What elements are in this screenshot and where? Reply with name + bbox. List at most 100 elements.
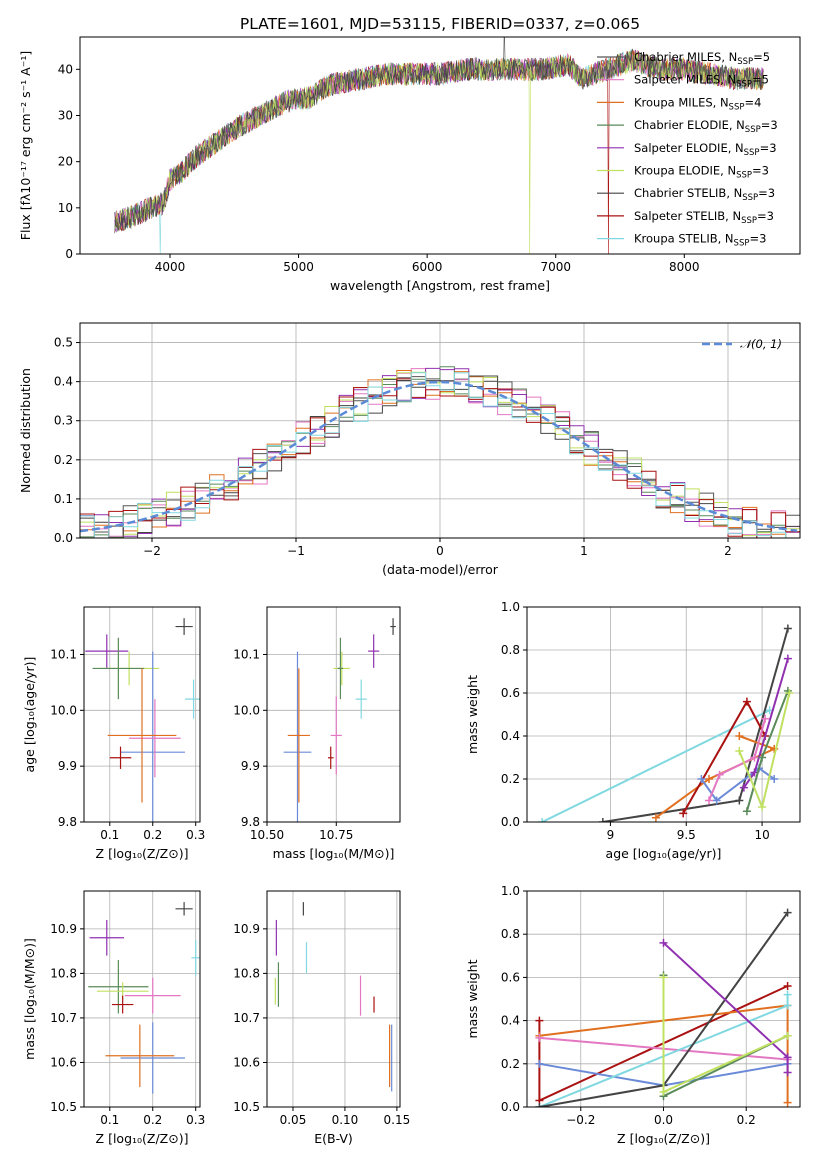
data-point xyxy=(390,618,396,635)
y-tick-label: 10.9 xyxy=(50,922,77,936)
y-tick-label: 10 xyxy=(58,201,73,215)
legend-entry: Kroupa MILES, NSSP=4 xyxy=(634,95,761,112)
y-tick-label: 0.0 xyxy=(501,1100,520,1114)
axes-frame xyxy=(83,890,201,1108)
legend-entry: Chabrier ELODIE, NSSP=3 xyxy=(634,118,778,135)
series-marker xyxy=(785,689,794,697)
series-marker xyxy=(783,982,792,991)
series-marker xyxy=(697,775,706,783)
x-tick-label: 0.2 xyxy=(143,1113,162,1127)
x-tick-label: 0.3 xyxy=(186,1113,205,1127)
data-point xyxy=(327,746,334,769)
series-marker xyxy=(783,624,792,633)
data-point xyxy=(105,1024,175,1087)
y-tick-label: 1.0 xyxy=(501,884,520,898)
plot-area xyxy=(85,618,200,822)
x-tick-label: 1 xyxy=(580,544,588,558)
x-tick-label: −2 xyxy=(143,544,161,558)
y-tick-label: 20 xyxy=(58,155,73,169)
series-marker xyxy=(679,809,688,818)
mass-weight-series xyxy=(708,718,767,801)
data-point xyxy=(175,618,193,635)
data-point xyxy=(175,902,193,916)
data-point xyxy=(88,960,149,1014)
y-axis-label: Flux [fλ10⁻¹⁷ erg cm⁻² s⁻¹ A⁻¹] xyxy=(18,51,33,240)
series-marker xyxy=(535,1033,544,1042)
mass-weight-series xyxy=(700,767,775,802)
data-point xyxy=(283,651,312,822)
y-tick-label: 9.8 xyxy=(58,815,77,829)
gaussian-curve xyxy=(80,380,798,533)
y-tick-label: 0.4 xyxy=(54,375,73,389)
series-marker xyxy=(739,783,748,792)
x-tick-label: 0.05 xyxy=(280,1113,307,1127)
x-tick-label: 0.1 xyxy=(100,828,119,842)
x-tick-label: 10.50 xyxy=(250,828,284,842)
x-axis-label: age [log₁₀(age/yr)] xyxy=(606,846,722,861)
legend-entry: Chabrier MILES, NSSP=5 xyxy=(634,50,770,67)
y-axis-label: age [log₁₀(age/yr)] xyxy=(22,657,37,773)
figure-title: PLATE=1601, MJD=53115, FIBERID=0337, z=0… xyxy=(240,15,640,33)
x-tick-label: 10.75 xyxy=(319,828,353,842)
x-tick-label: 0.0 xyxy=(654,1113,673,1127)
plot-area xyxy=(538,624,794,822)
x-tick-label: 2 xyxy=(724,544,732,558)
series-marker xyxy=(758,753,767,762)
plot-area xyxy=(274,902,393,1092)
series-marker xyxy=(538,818,547,822)
series-marker xyxy=(758,802,767,811)
axes-frame xyxy=(266,890,401,1108)
y-axis-label: mass weight xyxy=(465,675,480,754)
x-axis-label: wavelength [Angstrom, rest frame] xyxy=(330,278,550,293)
series-marker xyxy=(783,908,792,917)
series-marker xyxy=(651,813,660,822)
y-axis-label: mass weight xyxy=(465,959,480,1038)
y-axis-label: Normed distribution xyxy=(18,368,33,493)
plot-area xyxy=(88,902,200,1094)
x-tick-label: 0.3 xyxy=(186,828,205,842)
series-marker xyxy=(783,1031,792,1040)
plot-area xyxy=(114,37,764,254)
x-tick-label: −1 xyxy=(287,544,305,558)
series-marker xyxy=(735,796,744,805)
series-marker xyxy=(535,1059,544,1068)
plot-area xyxy=(535,908,792,1107)
x-tick-label: 0.1 xyxy=(100,1113,119,1127)
plot-area xyxy=(283,618,396,822)
y-tick-label: 10.5 xyxy=(50,1100,77,1114)
y-tick-label: 10.7 xyxy=(50,1011,77,1025)
y-tick-label: 10.0 xyxy=(233,703,260,717)
axes-frame xyxy=(79,322,801,539)
x-tick-label: 0.2 xyxy=(143,828,162,842)
y-tick-label: 10.6 xyxy=(50,1055,77,1069)
series-marker xyxy=(761,714,770,723)
x-tick-label: 8000 xyxy=(669,260,700,274)
series-marker xyxy=(783,1053,792,1062)
y-tick-label: 1.0 xyxy=(501,600,520,614)
series-marker xyxy=(705,775,713,783)
x-tick-label: 9.5 xyxy=(677,828,696,842)
series-marker xyxy=(783,1098,792,1107)
x-axis-label: Z [log₁₀(Z/Z⊙)] xyxy=(96,846,189,861)
series-marker xyxy=(783,990,792,999)
data-point xyxy=(107,668,177,803)
y-tick-label: 9.9 xyxy=(241,759,260,773)
chart-panel-mass-vs-Z: 0.1 0.2 0.3 10.5 10.6 10.7 10.8 10.9 Z [log₁₀(Z/… xyxy=(22,890,205,1146)
histogram-series-3 xyxy=(80,366,800,538)
chart-panel-mass-weight-vs-Z: −0.2 0.0 0.2 0.0 0.2 0.4 0.6 0.8 1.0 Z [log₁₀(Z/Z… xyxy=(465,884,801,1146)
chart-panel-mass-weight-vs-age: 9 9.5 10 0.0 0.2 0.4 0.6 0.8 1.0 age [log₁₀(age/y… xyxy=(465,600,801,861)
y-tick-label: 0.4 xyxy=(501,1014,520,1028)
x-axis-label: (data-model)/error xyxy=(382,562,499,577)
y-tick-label: 0.8 xyxy=(501,643,520,657)
y-tick-label: 0.4 xyxy=(501,729,520,743)
x-axis-label: Z [log₁₀(Z/Z⊙)] xyxy=(96,1131,189,1146)
x-tick-label: 0 xyxy=(436,544,444,558)
series-marker xyxy=(535,1016,544,1025)
x-tick-label: 5000 xyxy=(283,260,314,274)
y-tick-label: 10.9 xyxy=(233,922,260,936)
y-tick-label: 0.3 xyxy=(54,414,73,428)
axes-frame xyxy=(79,36,801,255)
data-point xyxy=(109,746,132,769)
series-marker xyxy=(783,1068,792,1077)
x-axis-label: mass [log₁₀(M/M⊙)] xyxy=(273,846,395,861)
